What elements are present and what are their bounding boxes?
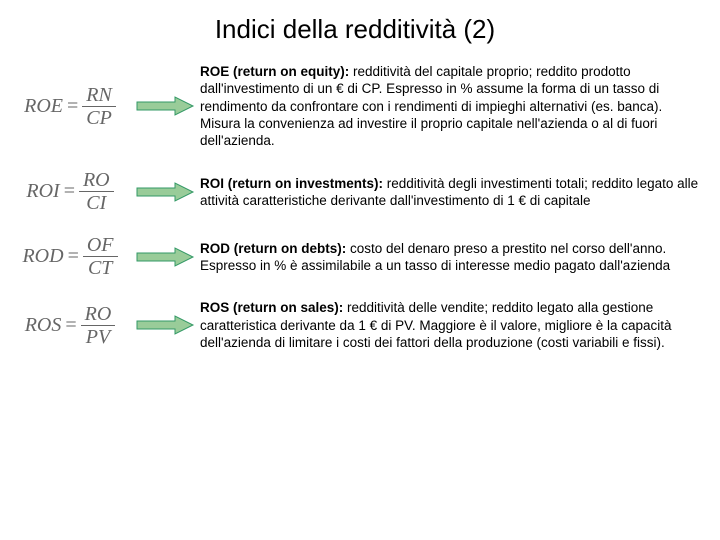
desc-rod: ROD (return on debts): costo del denaro … bbox=[200, 240, 700, 275]
arrow-right-icon bbox=[135, 95, 195, 117]
row-rod: ROD=OFCT ROD (return on debts): costo de… bbox=[10, 234, 700, 279]
arrow-right-icon bbox=[135, 181, 195, 203]
formula-ros: ROS=ROPV bbox=[10, 303, 130, 348]
arrow-cell bbox=[130, 246, 200, 268]
denominator: CI bbox=[79, 192, 114, 214]
desc-ros: ROS (return on sales): redditività delle… bbox=[200, 299, 700, 351]
equals-sign: = bbox=[64, 180, 75, 203]
fraction: ROPV bbox=[81, 303, 116, 348]
fraction: OFCT bbox=[83, 234, 118, 279]
equals-sign: = bbox=[68, 245, 79, 268]
formula-lhs: ROD bbox=[22, 245, 63, 268]
row-ros: ROS=ROPV ROS (return on sales): redditiv… bbox=[10, 299, 700, 351]
equals-sign: = bbox=[67, 95, 78, 118]
arrow-cell bbox=[130, 181, 200, 203]
desc-bold: ROE (return on equity): bbox=[200, 64, 349, 79]
fraction: RNCP bbox=[82, 84, 116, 129]
formula-lhs: ROI bbox=[26, 180, 59, 203]
desc-bold: ROS (return on sales): bbox=[200, 300, 343, 315]
arrow-cell bbox=[130, 95, 200, 117]
numerator: OF bbox=[83, 234, 118, 257]
desc-roe: ROE (return on equity): redditività del … bbox=[200, 63, 700, 149]
slide: Indici della redditività (2) ROE=RNCP RO… bbox=[0, 0, 720, 381]
denominator: CT bbox=[83, 257, 118, 279]
denominator: PV bbox=[81, 326, 116, 348]
numerator: RO bbox=[81, 303, 116, 326]
page-title: Indici della redditività (2) bbox=[10, 14, 700, 45]
formula-lhs: ROE bbox=[24, 95, 63, 118]
arrow-right-icon bbox=[135, 246, 195, 268]
denominator: CP bbox=[82, 107, 116, 129]
row-roe: ROE=RNCP ROE (return on equity): redditi… bbox=[10, 63, 700, 149]
equals-sign: = bbox=[65, 314, 76, 337]
numerator: RO bbox=[79, 169, 114, 192]
fraction: ROCI bbox=[79, 169, 114, 214]
arrow-cell bbox=[130, 314, 200, 336]
formula-roe: ROE=RNCP bbox=[10, 84, 130, 129]
row-roi: ROI=ROCI ROI (return on investments): re… bbox=[10, 169, 700, 214]
formula-roi: ROI=ROCI bbox=[10, 169, 130, 214]
formula-rod: ROD=OFCT bbox=[10, 234, 130, 279]
desc-roi: ROI (return on investments): redditività… bbox=[200, 175, 700, 210]
numerator: RN bbox=[82, 84, 116, 107]
desc-bold: ROD (return on debts): bbox=[200, 241, 346, 256]
desc-bold: ROI (return on investments): bbox=[200, 176, 383, 191]
arrow-right-icon bbox=[135, 314, 195, 336]
formula-lhs: ROS bbox=[25, 314, 62, 337]
